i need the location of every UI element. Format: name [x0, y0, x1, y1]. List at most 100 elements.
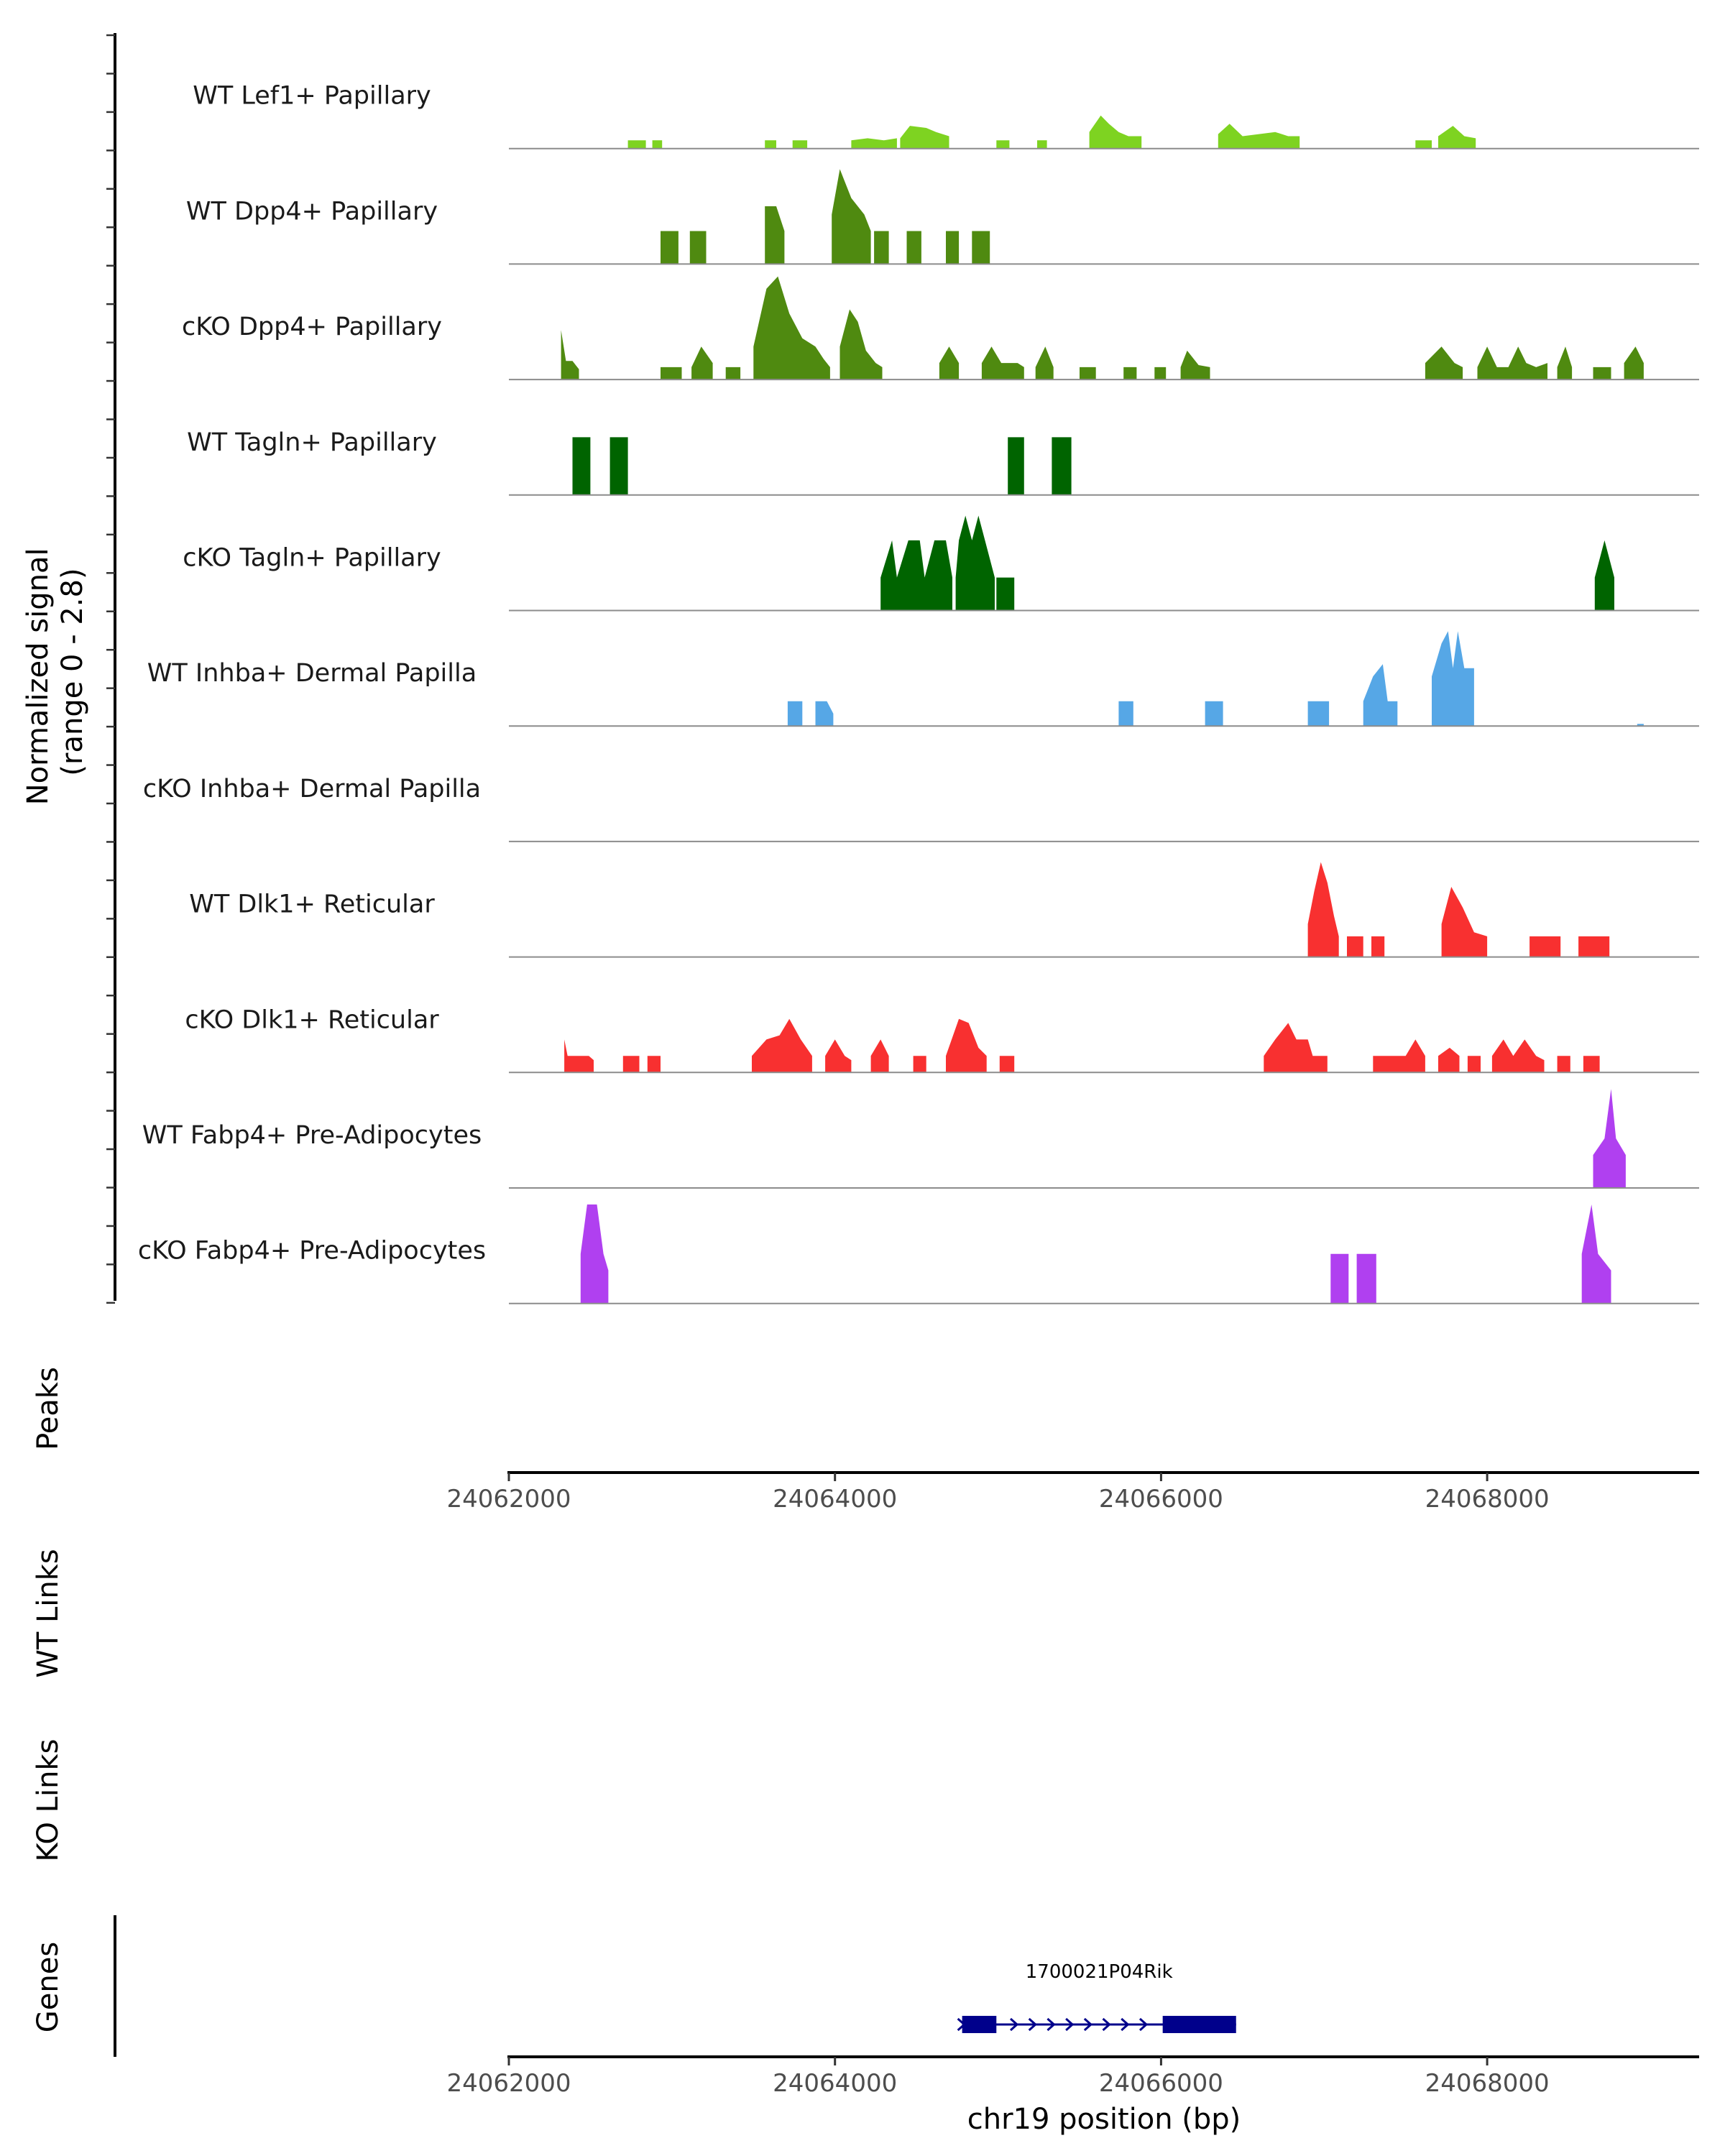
coverage-peak: [661, 231, 678, 264]
coverage-peak: [996, 577, 1015, 611]
coverage-peak: [1373, 1039, 1425, 1073]
track-label: WT Tagln+ Papillary: [187, 428, 437, 457]
track-label: WT Inhba+ Dermal Papilla: [147, 659, 477, 688]
coverage-peak: [1491, 1039, 1545, 1073]
coverage-peak: [564, 1039, 594, 1073]
strand-arrow: [1102, 2017, 1111, 2032]
coverage-peak: [765, 140, 776, 149]
x-axis-top: 24062000 24064000 24066000 24068000: [446, 1471, 1699, 1514]
coverage-peak: [851, 138, 897, 149]
coverage-peak: [1593, 367, 1611, 380]
coverage-peak: [870, 1039, 889, 1073]
track-label: WT Dpp4+ Papillary: [186, 197, 438, 226]
coverage-peak: [1441, 887, 1488, 957]
track-cko-fabp4-pre-adipocytes: cKO Fabp4+ Pre-Adipocytes: [138, 1204, 1699, 1304]
coverage-peak: [689, 231, 707, 264]
track-label: cKO Tagln+ Papillary: [183, 544, 441, 573]
coverage-peak: [1123, 367, 1137, 380]
coverage-peak: [661, 367, 682, 380]
x-tick-label: 24068000: [1425, 2069, 1550, 2098]
coverage-peak: [1557, 1056, 1570, 1073]
coverage-peak: [1477, 346, 1547, 380]
track-label: cKO Fabp4+ Pre-Adipocytes: [138, 1237, 486, 1266]
coverage-peak: [1530, 936, 1561, 957]
track-label: WT Lef1+ Papillary: [193, 82, 431, 111]
coverage-peak: [1205, 701, 1223, 727]
strand-arrow: [1046, 2017, 1056, 2032]
peaks-track-label: Peaks: [32, 1367, 65, 1450]
track-wt-inhba-dermal-papilla: WT Inhba+ Dermal Papilla: [147, 631, 1699, 727]
coverage-peak: [1583, 1056, 1600, 1073]
genes-track-label: Genes: [32, 1942, 65, 2032]
gene-name-label: 1700021P04Rik: [1026, 1961, 1173, 1983]
coverage-peak: [580, 1204, 609, 1304]
x-tick-label: 24064000: [773, 2069, 897, 2098]
coverage-peak: [1052, 437, 1072, 495]
coverage-peak: [939, 346, 960, 380]
coverage-peak: [1415, 140, 1432, 149]
coverage-peak: [1356, 1253, 1376, 1304]
y-axis-title-line2: (range 0 - 2.8): [56, 568, 89, 775]
coverage-peak: [792, 140, 808, 149]
track-wt-tagln-papillary: WT Tagln+ Papillary: [187, 428, 1699, 496]
track-wt-lef1-papillary: WT Lef1+ Papillary: [193, 82, 1699, 149]
coverage-peak: [725, 367, 741, 380]
coverage-peak: [946, 231, 960, 264]
coverage-peak: [1581, 1204, 1611, 1304]
coverage-peak: [1180, 350, 1210, 380]
coverage-peak: [913, 1056, 926, 1073]
track-label: cKO Inhba+ Dermal Papilla: [143, 775, 481, 803]
coverage-peak: [1578, 936, 1610, 957]
strand-arrow: [1121, 2017, 1130, 2032]
coverage-peak: [946, 1018, 987, 1073]
coverage-peak: [825, 1039, 852, 1073]
coverage-peak: [815, 701, 834, 727]
wt-links-track-label: WT Links: [32, 1549, 65, 1677]
strand-arrow: [1083, 2017, 1093, 2032]
x-tick-label: 24062000: [446, 2069, 571, 2098]
coverage-peak: [753, 276, 830, 380]
coverage-peak: [691, 346, 713, 380]
coverage-peak: [906, 231, 921, 264]
coverage-peak: [1371, 936, 1385, 957]
coverage-peak: [880, 540, 952, 611]
coverage-peak: [1438, 1047, 1460, 1073]
coverage-peak: [1593, 1089, 1626, 1188]
coverage-peak: [840, 309, 883, 380]
coverage-peak: [1363, 664, 1398, 727]
coverage-peak: [981, 346, 1024, 380]
track-cko-dpp4-papillary: cKO Dpp4+ Papillary: [182, 276, 1699, 381]
coverage-peak: [1089, 115, 1142, 149]
track-wt-dpp4-papillary: WT Dpp4+ Papillary: [186, 169, 1699, 265]
gene-exon: [962, 2016, 997, 2033]
coverage-peak: [1307, 701, 1330, 727]
gene-exon: [1162, 2016, 1236, 2033]
signal-axis: [106, 33, 116, 1304]
coverage-peak: [610, 437, 628, 495]
coverage-peak: [572, 437, 591, 495]
coverage-peak: [1594, 540, 1614, 611]
coverage-peak: [999, 1056, 1015, 1073]
track-cko-inhba-dermal-papilla: cKO Inhba+ Dermal Papilla: [143, 775, 1699, 842]
coverage-peak: [900, 126, 949, 149]
coverage-peak: [627, 140, 646, 149]
coverage-peak: [1330, 1253, 1349, 1304]
coverage-peak: [1218, 124, 1300, 149]
strand-arrow: [1028, 2017, 1037, 2032]
x-tick-label: 24066000: [1099, 1485, 1223, 1514]
coverage-peak: [1307, 862, 1339, 957]
coverage-peak: [1080, 367, 1096, 380]
y-axis-title: Normalized signal (range 0 - 2.8): [22, 539, 89, 806]
x-tick-label: 24068000: [1425, 1485, 1550, 1514]
x-tick-label: 24064000: [773, 1485, 897, 1514]
track-label: WT Dlk1+ Reticular: [189, 890, 435, 919]
x-tick-label: 24062000: [446, 1485, 571, 1514]
ko-links-track-label: KO Links: [32, 1739, 65, 1862]
coverage-peak: [1557, 346, 1573, 380]
track-cko-dlk1-reticular: cKO Dlk1+ Reticular: [185, 1005, 1699, 1074]
coverage-peak: [1264, 1023, 1328, 1073]
track-wt-dlk1-reticular: WT Dlk1+ Reticular: [189, 862, 1699, 958]
strand-arrow: [1138, 2017, 1149, 2032]
strand-arrow: [1065, 2017, 1075, 2032]
